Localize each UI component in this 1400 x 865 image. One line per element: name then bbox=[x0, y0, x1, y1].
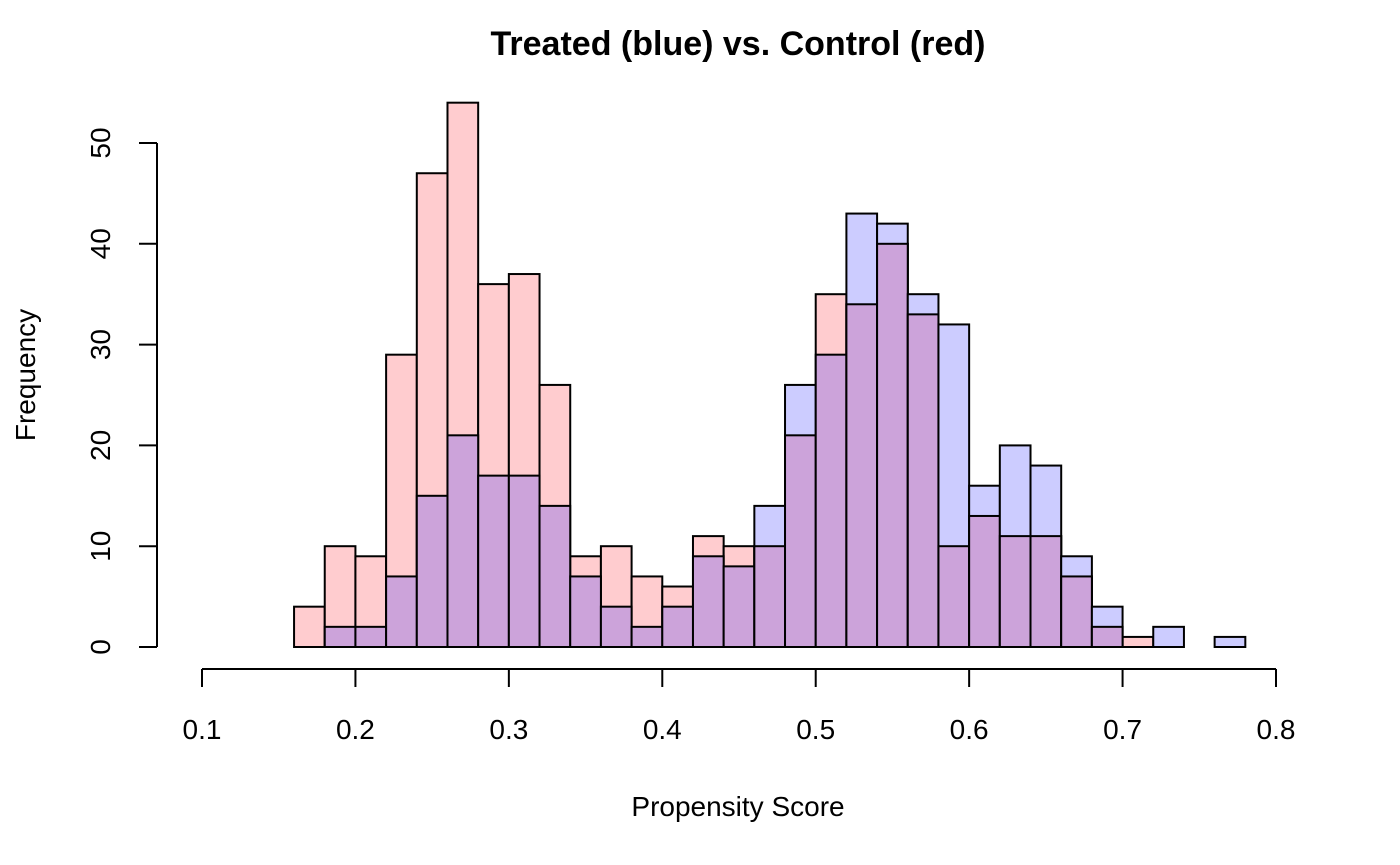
y-tick-label: 10 bbox=[85, 531, 116, 562]
treated-bar bbox=[937, 545, 971, 649]
treated-bar bbox=[569, 575, 602, 648]
treated-bar bbox=[477, 474, 510, 649]
treated-bar bbox=[661, 605, 694, 648]
treated-bar bbox=[722, 565, 756, 648]
treated-bar bbox=[415, 494, 449, 648]
control-bar bbox=[1121, 635, 1155, 648]
x-tick-label: 0.8 bbox=[1257, 714, 1296, 745]
treated-bar bbox=[385, 575, 418, 648]
y-tick-label: 0 bbox=[85, 639, 116, 655]
treated-bar bbox=[354, 625, 388, 649]
treated-bar bbox=[538, 504, 572, 648]
treated-bar bbox=[1029, 535, 1063, 648]
y-tick-label: 20 bbox=[85, 430, 116, 461]
treated-bar bbox=[599, 605, 633, 648]
x-tick-label: 0.4 bbox=[643, 714, 682, 745]
treated-bar bbox=[998, 535, 1032, 648]
treated-bar bbox=[446, 434, 480, 648]
treated-bar bbox=[814, 353, 848, 648]
x-tick-label: 0.6 bbox=[950, 714, 989, 745]
y-axis-label: Frequency bbox=[10, 309, 41, 441]
x-axis-label: Propensity Score bbox=[631, 791, 844, 822]
bars-layer bbox=[293, 101, 1247, 649]
y-axis: 0 10 20 30 40 50 bbox=[85, 127, 158, 655]
control-bar bbox=[293, 605, 326, 648]
y-tick-label: 50 bbox=[85, 127, 116, 158]
treated-bar bbox=[968, 514, 1001, 649]
x-tick-label: 0.3 bbox=[489, 714, 528, 745]
treated-bar bbox=[1152, 625, 1185, 649]
treated-bar bbox=[630, 625, 664, 649]
treated-bar bbox=[784, 434, 817, 648]
treated-bar bbox=[753, 545, 787, 649]
x-tick-label: 0.2 bbox=[336, 714, 375, 745]
treated-bar bbox=[1060, 575, 1093, 648]
treated-bar bbox=[1213, 635, 1247, 648]
treated-bar bbox=[691, 555, 725, 649]
x-tick-label: 0.5 bbox=[796, 714, 835, 745]
treated-bar bbox=[906, 313, 940, 648]
treated-bar bbox=[507, 474, 541, 649]
y-tick-label: 40 bbox=[85, 228, 116, 259]
y-tick-label: 30 bbox=[85, 329, 116, 360]
treated-bar bbox=[876, 242, 909, 649]
x-tick-label: 0.1 bbox=[183, 714, 222, 745]
treated-bar bbox=[1090, 625, 1124, 649]
treated-bar bbox=[323, 625, 357, 649]
treated-bar bbox=[845, 303, 879, 648]
x-axis: 0.1 0.2 0.3 0.4 0.5 0.6 0.7 0.8 bbox=[183, 668, 1296, 745]
chart-title: Treated (blue) vs. Control (red) bbox=[491, 25, 986, 63]
x-tick-label: 0.7 bbox=[1103, 714, 1142, 745]
